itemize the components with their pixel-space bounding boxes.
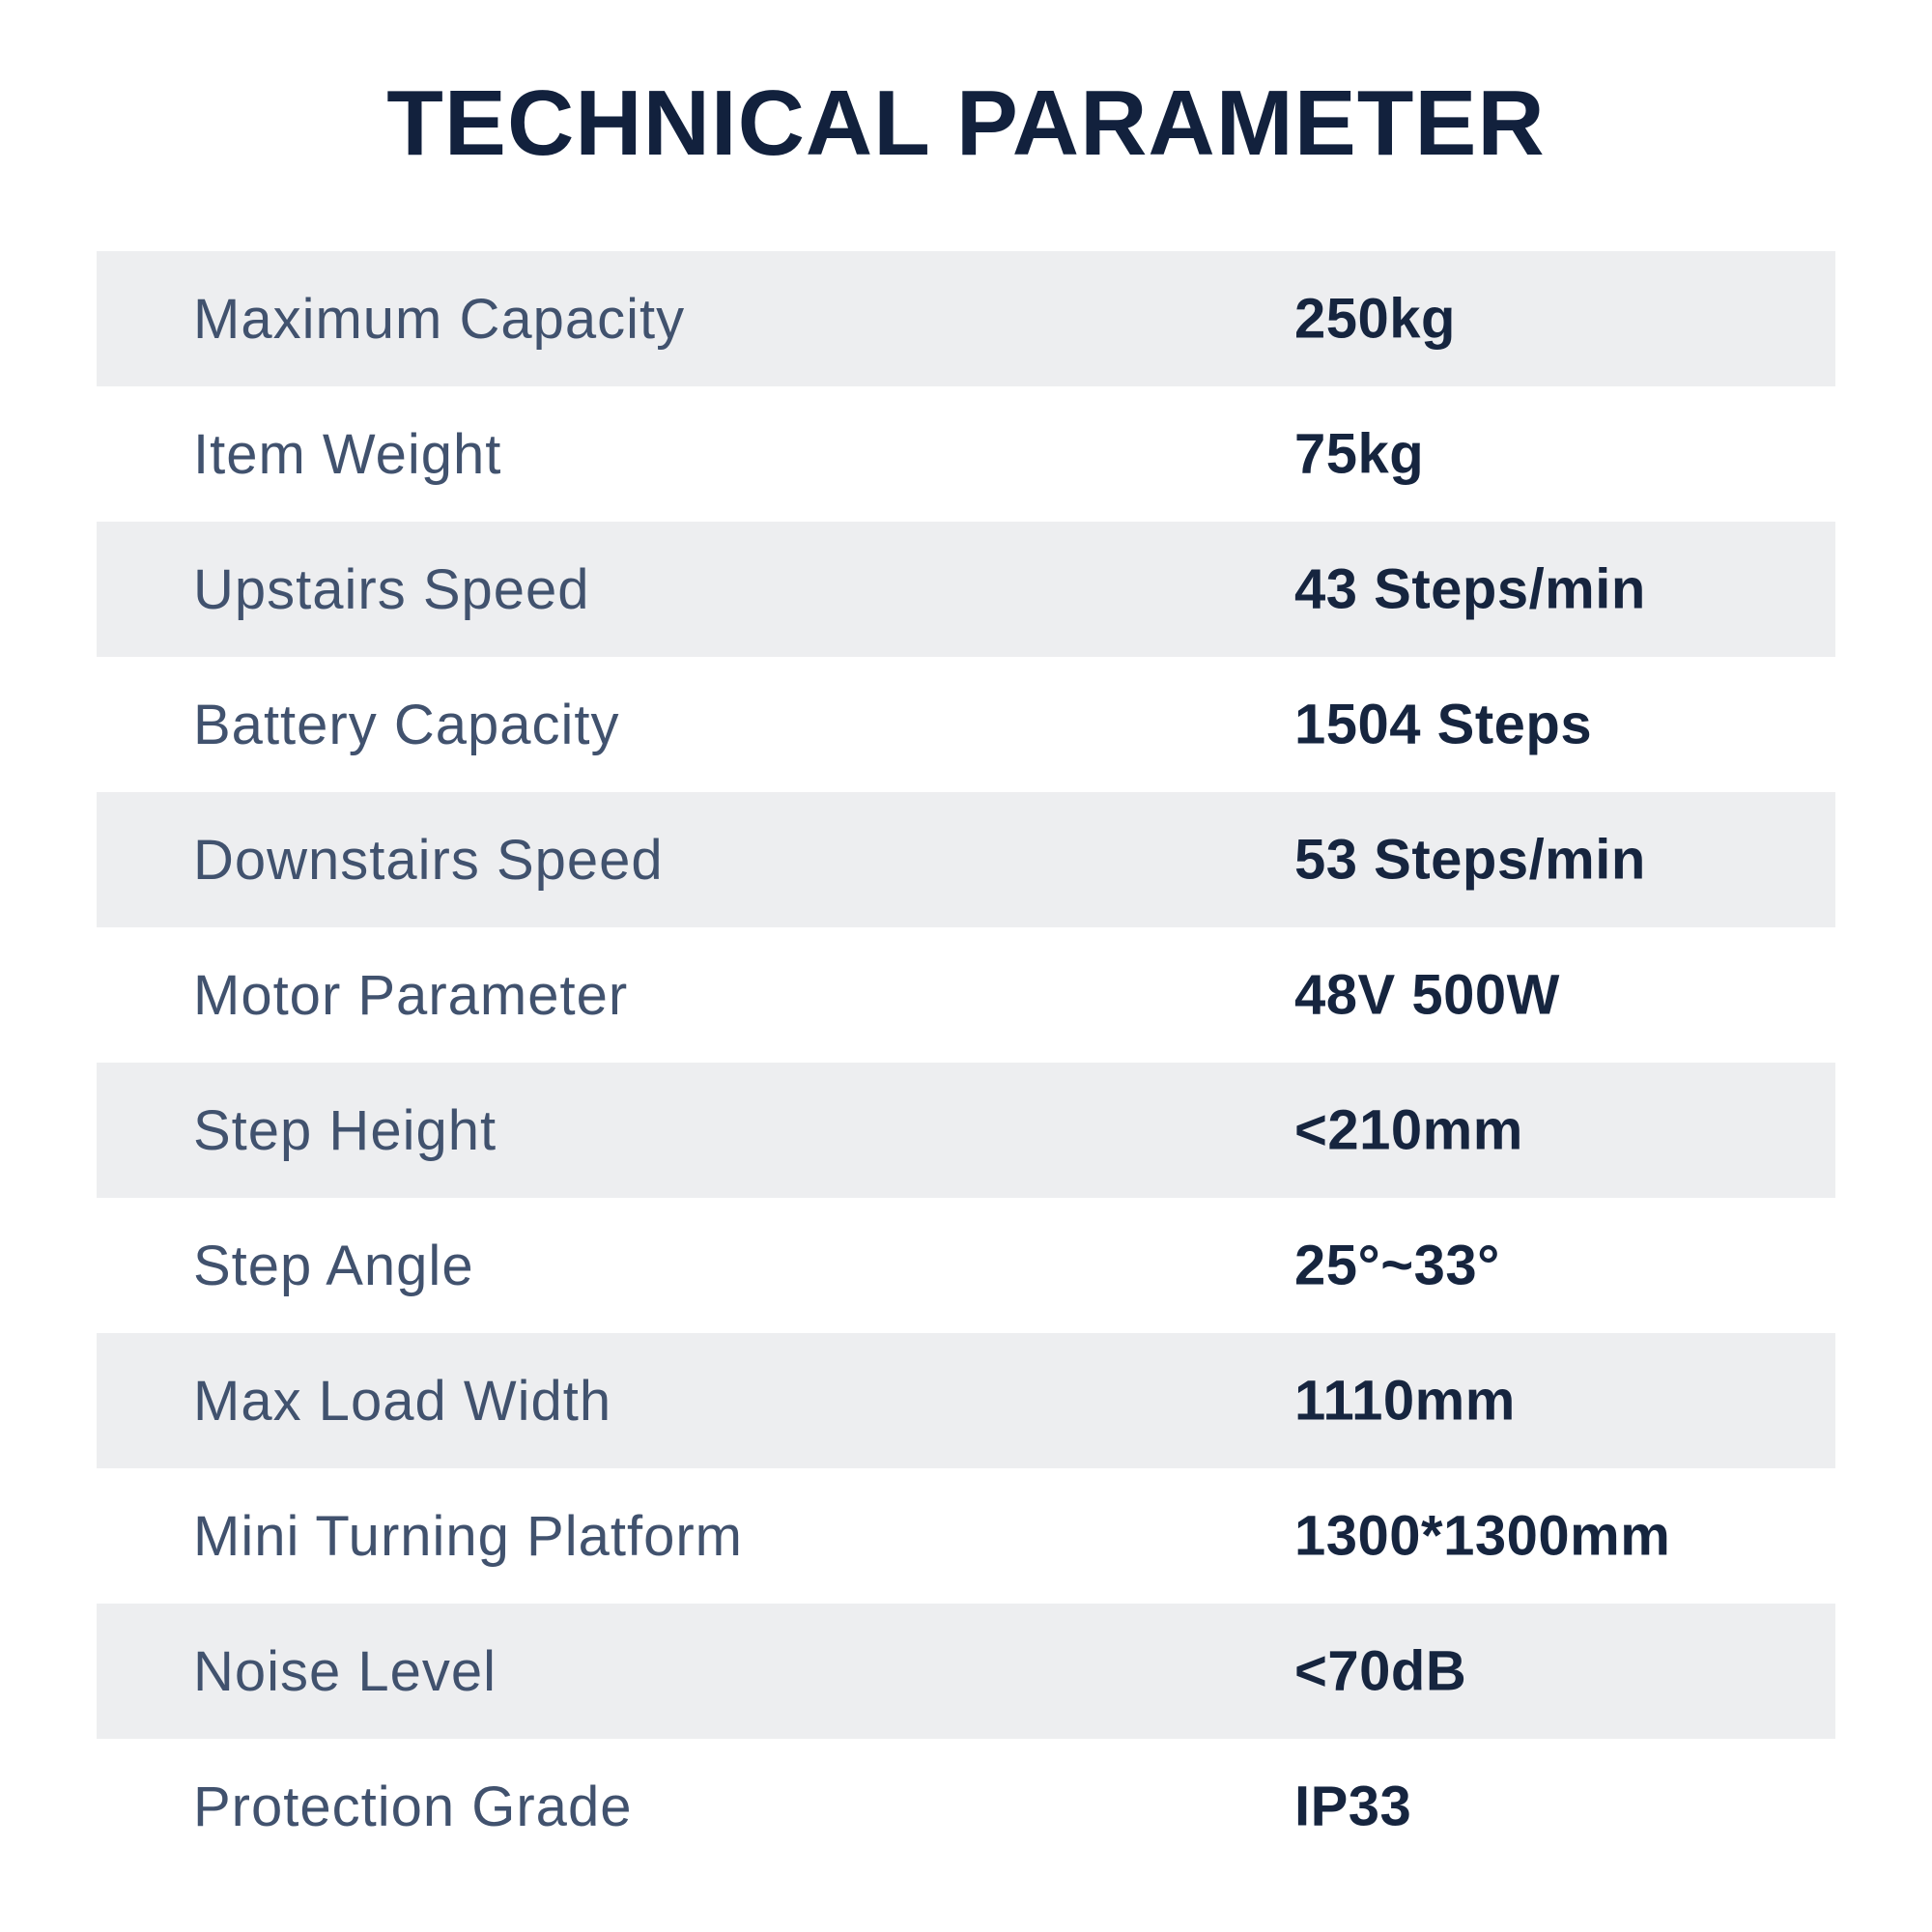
spec-label: Protection Grade — [193, 1775, 633, 1838]
spec-label: Downstairs Speed — [193, 828, 664, 892]
table-row: Mini Turning Platform 1300*1300mm — [97, 1468, 1835, 1604]
spec-value: 53 Steps/min — [1294, 828, 1646, 892]
spec-value: 48V 500W — [1294, 963, 1560, 1027]
spec-value: IP33 — [1294, 1775, 1412, 1838]
spec-label: Noise Level — [193, 1639, 497, 1703]
table-row: Item Weight 75kg — [97, 386, 1835, 522]
table-row: Downstairs Speed 53 Steps/min — [97, 792, 1835, 927]
table-row: Battery Capacity 1504 Steps — [97, 657, 1835, 792]
spec-value: <210mm — [1294, 1098, 1523, 1162]
spec-label: Max Load Width — [193, 1369, 612, 1433]
table-row: Motor Parameter 48V 500W — [97, 927, 1835, 1063]
spec-value: 250kg — [1294, 287, 1456, 351]
spec-label: Upstairs Speed — [193, 557, 590, 621]
page-title: TECHNICAL PARAMETER — [386, 71, 1546, 175]
spec-value: 43 Steps/min — [1294, 557, 1646, 621]
table-row: Maximum Capacity 250kg — [97, 251, 1835, 386]
table-row: Noise Level <70dB — [97, 1604, 1835, 1739]
spec-label: Item Weight — [193, 422, 502, 486]
table-row: Upstairs Speed 43 Steps/min — [97, 522, 1835, 657]
spec-label: Maximum Capacity — [193, 287, 686, 351]
spec-value: 25°~33° — [1294, 1234, 1500, 1297]
spec-label: Step Height — [193, 1098, 497, 1162]
spec-value: 1110mm — [1294, 1369, 1516, 1433]
table-row: Step Angle 25°~33° — [97, 1198, 1835, 1333]
table-row: Step Height <210mm — [97, 1063, 1835, 1198]
spec-label: Battery Capacity — [193, 693, 620, 756]
spec-value: <70dB — [1294, 1639, 1467, 1703]
spec-label: Step Angle — [193, 1234, 474, 1297]
spec-value: 1300*1300mm — [1294, 1504, 1671, 1568]
spec-label: Mini Turning Platform — [193, 1504, 743, 1568]
spec-value: 75kg — [1294, 422, 1425, 486]
spec-value: 1504 Steps — [1294, 693, 1593, 756]
spec-label: Motor Parameter — [193, 963, 629, 1027]
table-row: Max Load Width 1110mm — [97, 1333, 1835, 1468]
table-row: Protection Grade IP33 — [97, 1739, 1835, 1874]
spec-table: Maximum Capacity 250kg Item Weight 75kg Upst… — [97, 251, 1835, 1874]
